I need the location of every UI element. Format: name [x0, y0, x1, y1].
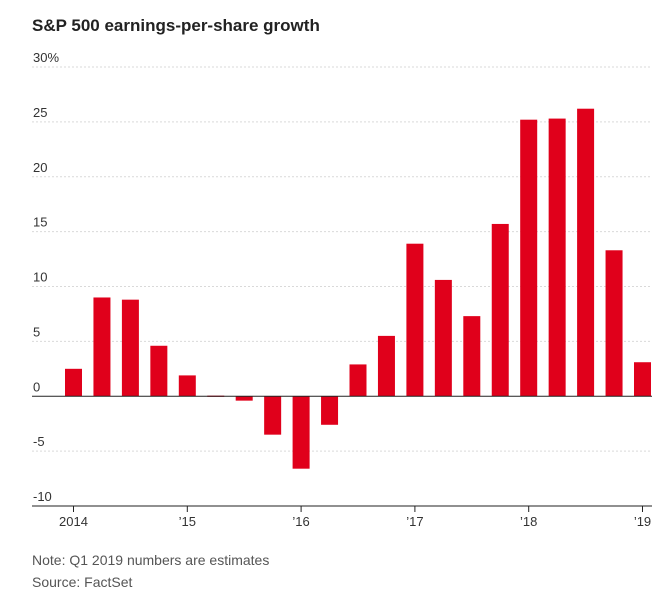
bar [178, 375, 196, 397]
x-tick-label: 2014 [59, 514, 88, 529]
x-tick-label: ’16 [292, 514, 309, 529]
x-tick-label: ’18 [520, 514, 537, 529]
estimate-note: Note: Q1 2019 numbers are estimates [32, 552, 270, 568]
y-tick-label: 20 [33, 160, 47, 175]
bar [520, 119, 538, 397]
x-tick-label: ’19 [634, 514, 651, 529]
bar [548, 118, 566, 397]
bar [349, 364, 367, 397]
bar [321, 396, 339, 425]
source-note: Source: FactSet [32, 574, 133, 590]
bar [406, 243, 424, 397]
y-tick-label: -10 [33, 489, 52, 504]
y-tick-label: 30% [33, 50, 59, 65]
bar [434, 279, 452, 397]
bar [491, 223, 509, 397]
bar [463, 316, 481, 397]
bar [150, 345, 168, 397]
bar [264, 396, 282, 435]
bar [121, 299, 139, 397]
tick-labels: 30% 25 20 15 10 5 0 -5 -10 2014 ’15 ’16 ’17 ’18 ’19 [33, 50, 651, 529]
bar [292, 396, 310, 469]
bar [65, 368, 82, 397]
x-tick-label: ’17 [406, 514, 423, 529]
chart-title: S&P 500 earnings-per-share growth [32, 16, 320, 35]
x-tick-label: ’15 [179, 514, 196, 529]
bar [93, 297, 111, 397]
y-tick-label: 0 [33, 379, 40, 394]
y-tick-label: 25 [33, 105, 47, 120]
bar [634, 362, 651, 397]
bar [577, 108, 595, 397]
bars [65, 108, 651, 469]
y-tick-label: 15 [33, 215, 47, 230]
bar [235, 396, 253, 401]
y-tick-label: 10 [33, 270, 47, 285]
bar [605, 250, 623, 397]
x-axis [32, 395, 652, 512]
bar [377, 335, 395, 397]
y-tick-label: -5 [33, 434, 45, 449]
y-tick-label: 5 [33, 324, 40, 339]
